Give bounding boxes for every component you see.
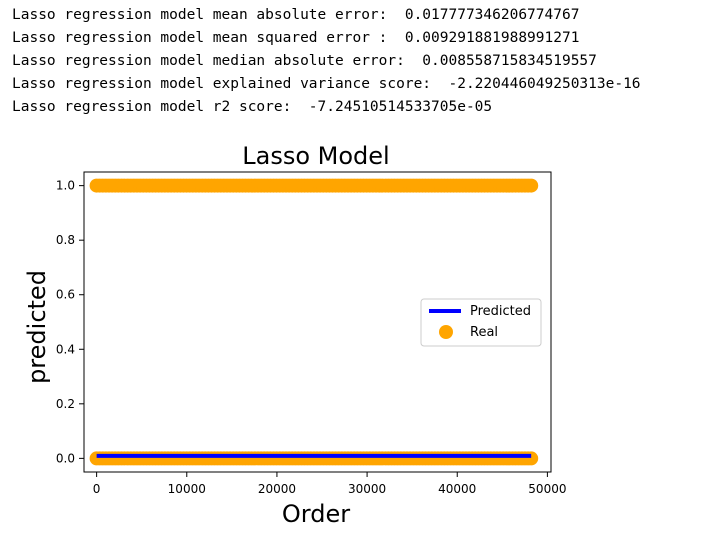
x-tick-label: 40000: [438, 482, 476, 496]
metric-line-r2: Lasso regression model r2 score: -7.2451…: [12, 99, 493, 115]
legend: Predicted Real: [420, 298, 542, 347]
x-axis: 0 10000 20000 30000 40000 50000: [93, 472, 566, 496]
x-tick-label: 50000: [528, 482, 566, 496]
legend-real-label: Real: [470, 325, 498, 340]
plot-marks: [89, 178, 539, 466]
chart-title: Lasso Model: [242, 142, 389, 170]
console-output: Lasso regression model mean absolute err…: [12, 4, 641, 119]
real-point: [524, 178, 539, 193]
y-tick-label: 0.4: [56, 342, 75, 356]
y-tick-label: 0.6: [56, 288, 75, 302]
x-tick-label: 10000: [168, 482, 206, 496]
metric-line-mae: Lasso regression model mean absolute err…: [12, 7, 580, 23]
x-tick-label: 0: [93, 482, 101, 496]
y-tick-label: 0.8: [56, 233, 75, 247]
x-tick-label: 30000: [348, 482, 386, 496]
y-tick-label: 0.0: [56, 451, 75, 465]
legend-predicted-label: Predicted: [470, 304, 531, 319]
y-tick-label: 0.2: [56, 397, 75, 411]
x-tick-label: 20000: [258, 482, 296, 496]
y-axis-label: predicted: [23, 270, 51, 384]
x-axis-label: Order: [282, 500, 350, 528]
y-axis: 0.0 0.2 0.4 0.6 0.8 1.0: [56, 179, 84, 465]
real-point: [524, 451, 539, 466]
y-tick-label: 1.0: [56, 179, 75, 193]
legend-real-swatch: [439, 325, 453, 339]
metric-line-evs: Lasso regression model explained varianc…: [12, 76, 641, 92]
metric-line-medae: Lasso regression model median absolute e…: [12, 53, 597, 69]
plot-frame: [83, 171, 552, 473]
metric-line-mse: Lasso regression model mean squared erro…: [12, 30, 580, 46]
